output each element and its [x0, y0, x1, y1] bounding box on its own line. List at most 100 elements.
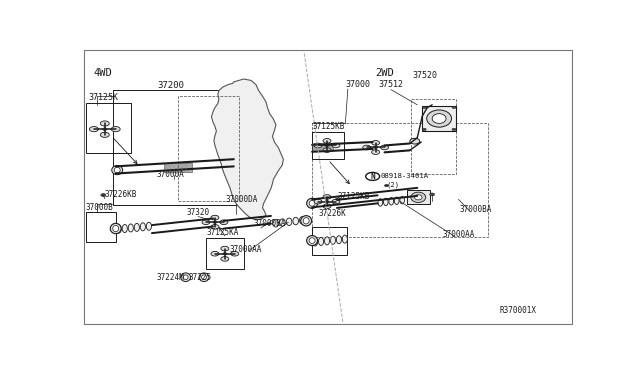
Ellipse shape — [113, 225, 118, 232]
Bar — [408, 190, 429, 205]
Circle shape — [429, 193, 435, 196]
Ellipse shape — [303, 218, 309, 224]
Text: 37225: 37225 — [188, 273, 211, 282]
Ellipse shape — [309, 238, 315, 243]
Circle shape — [332, 143, 340, 148]
Circle shape — [100, 121, 109, 126]
Ellipse shape — [342, 235, 348, 243]
Circle shape — [372, 150, 380, 154]
Text: 37000AA: 37000AA — [442, 230, 474, 240]
Circle shape — [221, 257, 229, 261]
Bar — [412, 99, 456, 173]
Ellipse shape — [202, 275, 207, 279]
Ellipse shape — [427, 110, 451, 127]
Ellipse shape — [319, 237, 324, 246]
Ellipse shape — [134, 223, 140, 231]
Circle shape — [211, 251, 219, 256]
Text: 37125KA: 37125KA — [207, 228, 239, 237]
Circle shape — [325, 144, 329, 147]
Circle shape — [221, 246, 229, 251]
Text: (2): (2) — [387, 182, 399, 188]
Text: 37512: 37512 — [379, 80, 404, 89]
Bar — [422, 106, 456, 131]
Ellipse shape — [432, 114, 446, 124]
Text: 37125KB: 37125KB — [338, 192, 371, 201]
Ellipse shape — [300, 217, 305, 224]
Circle shape — [325, 201, 329, 203]
Circle shape — [314, 199, 322, 204]
Bar — [164, 163, 191, 172]
Ellipse shape — [147, 222, 152, 230]
Text: 4WD: 4WD — [94, 68, 113, 78]
Ellipse shape — [307, 198, 317, 208]
Ellipse shape — [337, 236, 342, 244]
Polygon shape — [211, 79, 284, 220]
Ellipse shape — [394, 197, 399, 205]
Ellipse shape — [309, 201, 315, 206]
Bar — [207, 238, 244, 269]
Ellipse shape — [400, 196, 404, 204]
Circle shape — [111, 126, 120, 132]
Bar — [312, 227, 347, 255]
Ellipse shape — [114, 167, 120, 173]
Bar — [312, 143, 333, 151]
Text: 37000AA: 37000AA — [230, 245, 262, 254]
Text: 37226KB: 37226KB — [105, 190, 137, 199]
Ellipse shape — [280, 219, 285, 226]
Circle shape — [213, 221, 217, 223]
Text: R370001X: R370001X — [499, 306, 536, 315]
Circle shape — [101, 193, 106, 196]
Ellipse shape — [116, 225, 122, 233]
Circle shape — [100, 132, 109, 137]
Circle shape — [323, 148, 331, 153]
Text: 37200: 37200 — [157, 81, 184, 90]
Ellipse shape — [411, 192, 426, 202]
Circle shape — [332, 199, 340, 204]
Circle shape — [102, 128, 107, 131]
Circle shape — [231, 251, 239, 256]
Circle shape — [452, 128, 456, 131]
Ellipse shape — [273, 219, 278, 227]
Circle shape — [90, 126, 99, 132]
Circle shape — [211, 225, 219, 229]
Ellipse shape — [286, 218, 292, 225]
Text: 37000A: 37000A — [157, 170, 184, 179]
Ellipse shape — [312, 238, 317, 246]
Text: 37000: 37000 — [346, 80, 371, 89]
Ellipse shape — [140, 223, 145, 231]
Circle shape — [422, 106, 426, 109]
Circle shape — [223, 253, 227, 255]
Ellipse shape — [383, 198, 388, 206]
Ellipse shape — [180, 273, 191, 282]
Bar — [312, 132, 344, 159]
Circle shape — [365, 172, 380, 180]
Text: 37125K: 37125K — [88, 93, 118, 102]
Ellipse shape — [122, 225, 127, 232]
Ellipse shape — [378, 199, 383, 206]
Ellipse shape — [330, 236, 335, 244]
Text: N: N — [371, 172, 375, 181]
Ellipse shape — [199, 273, 209, 282]
Circle shape — [374, 146, 378, 149]
Ellipse shape — [301, 216, 312, 226]
Text: 37224M: 37224M — [157, 273, 184, 282]
Circle shape — [211, 215, 219, 220]
Bar — [86, 212, 116, 242]
Bar — [178, 96, 239, 201]
Text: 37000BA: 37000BA — [460, 205, 492, 214]
Text: 37520: 37520 — [412, 71, 437, 80]
Text: 2WD: 2WD — [375, 68, 394, 78]
Ellipse shape — [324, 237, 330, 245]
Circle shape — [363, 145, 371, 150]
Circle shape — [372, 141, 380, 145]
Ellipse shape — [128, 224, 133, 232]
Text: 37000BA: 37000BA — [253, 219, 286, 228]
Text: 37000B: 37000B — [86, 203, 114, 212]
Ellipse shape — [307, 235, 317, 246]
Text: 37125KB: 37125KB — [312, 122, 344, 131]
Circle shape — [422, 128, 426, 131]
Text: 37226K: 37226K — [318, 209, 346, 218]
Text: 08918-3401A: 08918-3401A — [380, 173, 428, 179]
Circle shape — [323, 195, 331, 199]
Circle shape — [202, 220, 210, 225]
